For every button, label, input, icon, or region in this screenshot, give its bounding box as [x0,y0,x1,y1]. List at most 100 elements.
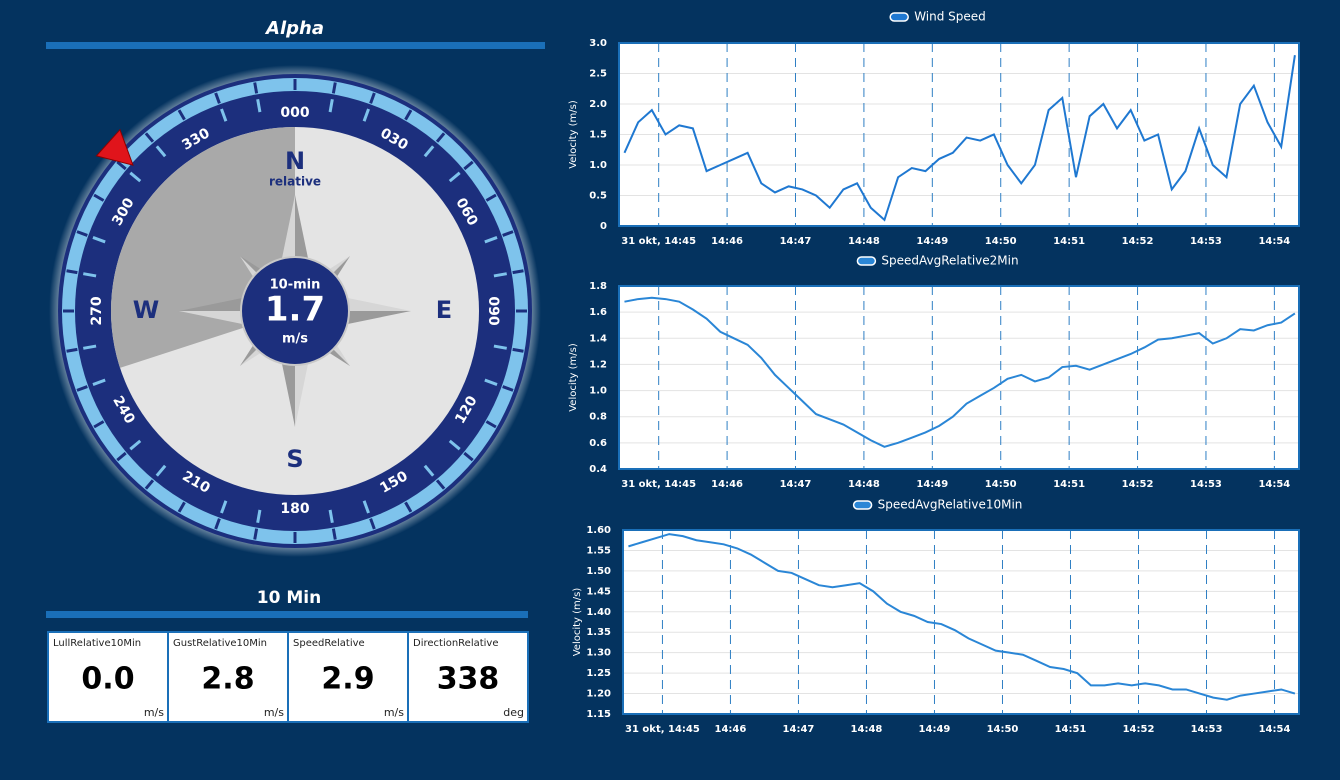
title-bar [46,42,545,49]
cardinal-s: S [286,445,303,473]
x-tick-label: 14:47 [783,724,815,735]
panel-title: Alpha [264,18,324,39]
stat-cell [167,631,289,723]
scale-tick [404,109,413,121]
x-tick-label: 14:52 [1123,724,1155,735]
scale-tick [404,501,413,513]
scale-tick-inner [328,99,334,113]
x-tick-label: 14:53 [1190,236,1222,247]
x-tick-label: 14:50 [985,479,1017,490]
x-tick-label: 14:54 [1258,236,1290,247]
scale-tick-inner [493,272,507,278]
y-tick-label: 1.40 [586,607,611,618]
y-axis-label: Velocity (m/s) [568,343,579,412]
stat-cell [407,631,529,723]
x-tick-label: 14:52 [1122,236,1154,247]
stat-value: 2.8 [201,662,254,697]
scale-tick [331,528,337,540]
scale-tick-inner [92,236,106,244]
series-line [624,296,1296,448]
x-tick-label: 14:48 [848,236,880,247]
legend-swatch [852,500,873,510]
degree-label: 180 [280,501,309,517]
stat-label: LullRelative10Min [53,638,141,649]
scale-tick-inner [423,464,435,477]
x-tick-label: 14:54 [1258,479,1290,490]
scale-tick-inner [484,378,498,386]
y-tick-label: 1.6 [589,307,607,318]
legend-label: Wind Speed [914,10,986,24]
scale-tick [512,269,524,275]
stat-value: 2.9 [321,662,374,697]
degree-label: 090 [485,296,501,325]
scale-tick [463,160,474,171]
y-tick-label: 2.5 [589,69,607,80]
scale-tick-inner [220,500,228,514]
scale-tick [93,420,105,429]
y-tick-label: 2.0 [589,99,607,110]
plot-border [622,529,1300,715]
legend-swatch [889,12,909,22]
stat-label: SpeedRelative [293,638,365,649]
y-tick-label: 0.5 [589,191,607,202]
scale-tick [177,109,186,121]
scale-tick [502,385,514,392]
scale-tick-inner [256,509,262,523]
x-tick-label: 14:53 [1191,724,1223,735]
y-tick-label: 1.30 [586,648,611,659]
scale-tick [369,92,376,104]
scale-tick [66,347,78,353]
y-tick-label: 1.45 [586,586,611,597]
x-tick-label: 14:46 [715,724,747,735]
scale-tick-inner [129,439,142,451]
stat-unit: m/s [264,706,284,719]
scale-tick-inner [362,500,370,514]
y-tick-label: 1.20 [586,689,611,700]
stat-unit: m/s [384,706,404,719]
scale-tick [93,193,105,202]
y-tick-label: 1.0 [589,160,607,171]
stats-bar [46,611,528,618]
stat-unit: m/s [144,706,164,719]
legend-label: SpeedAvgRelative2Min [881,254,1018,268]
scale-tick [435,132,446,143]
scale-tick-inner [484,236,498,244]
scale-tick [116,451,127,462]
y-tick-label: 1.0 [589,386,607,397]
series-line [623,55,1296,222]
x-tick-label: 14:52 [1122,479,1154,490]
x-tick-label: 14:51 [1053,479,1085,490]
scale-tick-inner [220,108,228,122]
series-line [628,533,1296,701]
scale-tick [116,160,127,171]
stat-value: 338 [437,662,500,697]
stat-value: 0.0 [81,662,134,697]
y-tick-label: 3.0 [589,38,607,49]
y-tick-label: 1.35 [586,627,611,638]
scale-tick-inner [83,272,97,278]
x-tick-label: 14:50 [987,724,1019,735]
scale-tick [76,385,88,392]
scale-tick-inner [256,99,262,113]
center-label: 10-min [270,278,321,293]
center-unit: m/s [282,332,308,347]
y-axis-label: Velocity (m/s) [572,588,583,657]
y-tick-label: 0 [600,221,607,232]
scale-tick [144,479,155,490]
x-tick-label: 31 okt, 14:45 [621,479,696,490]
x-tick-label: 14:54 [1259,724,1291,735]
direction-pointer [95,128,134,166]
stat-cell [47,631,169,723]
y-tick-label: 1.15 [586,709,611,720]
y-tick-label: 1.4 [589,333,607,344]
plot-area [619,286,1299,469]
scale-tick [331,82,337,94]
cardinal-e: E [436,296,452,324]
x-tick-label: 14:51 [1053,236,1085,247]
x-tick-label: 14:49 [916,479,948,490]
y-tick-label: 1.55 [586,545,611,556]
x-tick-label: 14:48 [848,479,880,490]
cardinal-n: N [285,147,305,175]
y-tick-label: 1.2 [589,359,607,370]
